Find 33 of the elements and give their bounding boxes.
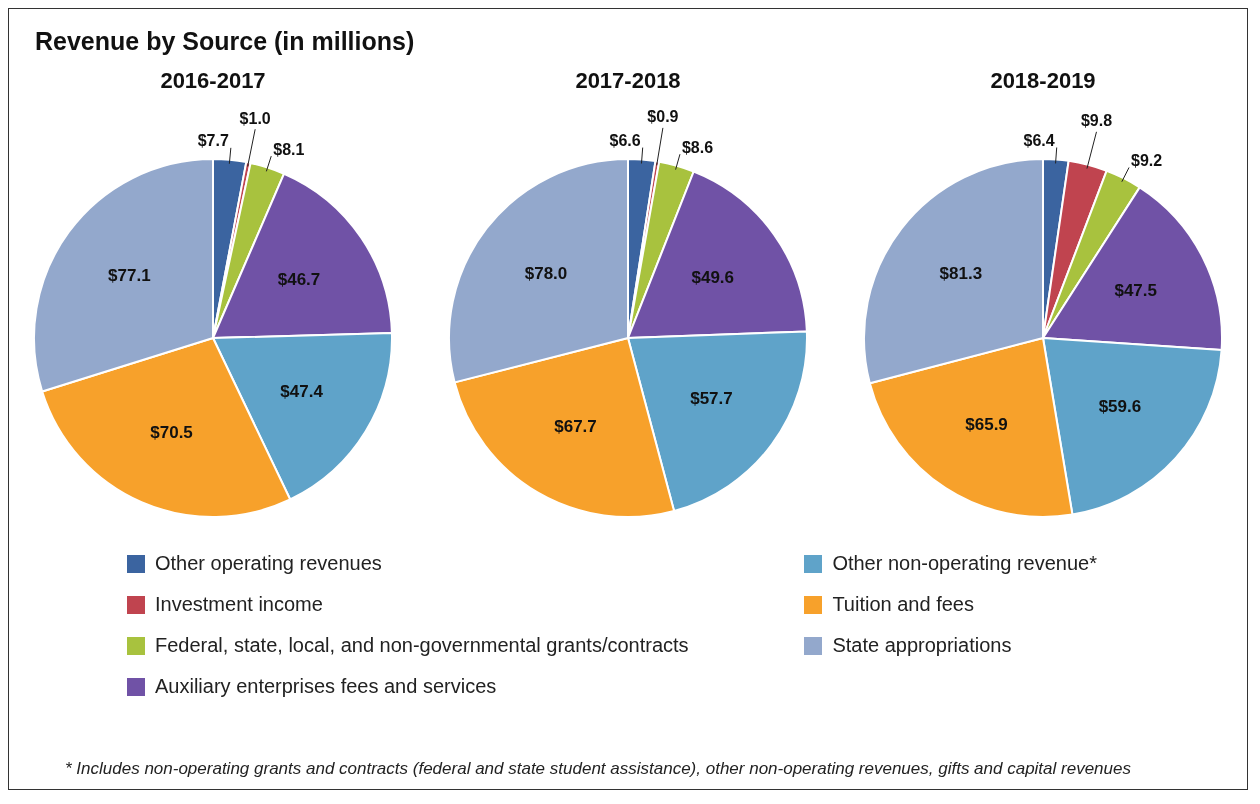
legend-label: Investment income bbox=[155, 593, 323, 616]
data-label: $78.0 bbox=[524, 264, 568, 284]
data-label: $6.6 bbox=[609, 131, 641, 149]
data-label: $8.1 bbox=[273, 140, 305, 158]
data-label: $7.7 bbox=[197, 132, 229, 150]
text: Revenue by Source (in millions) bbox=[35, 27, 416, 56]
data-label: $81.3 bbox=[939, 264, 983, 284]
data-label: $6.4 bbox=[1023, 131, 1055, 149]
data-label: $57.7 bbox=[690, 389, 733, 409]
data-label: $67.7 bbox=[554, 417, 597, 437]
data-label: $59.6 bbox=[1098, 397, 1142, 417]
legend-label: Tuition and fees bbox=[832, 593, 974, 616]
legend-label: State appropriations bbox=[832, 634, 1012, 657]
data-label: $8.6 bbox=[681, 138, 714, 156]
data-label: $70.5 bbox=[150, 422, 193, 442]
data-label: $1.0 bbox=[239, 109, 271, 127]
chart-title: 2016-2017 bbox=[159, 68, 267, 95]
data-label: $65.9 bbox=[965, 414, 1008, 434]
data-label: $9.2 bbox=[1131, 151, 1163, 169]
legend-label: Other operating revenues bbox=[155, 552, 382, 575]
legend-label: Auxiliary enterprises fees and services bbox=[155, 675, 497, 698]
legend-label: Other non-operating revenue* bbox=[832, 552, 1097, 575]
data-label: $77.1 bbox=[108, 266, 151, 286]
chart-title: 2017-2018 bbox=[574, 68, 682, 95]
data-label: $49.6 bbox=[691, 267, 735, 287]
data-label: $0.9 bbox=[647, 108, 679, 126]
text: * Includes non-operating grants and contracts (federal and state student assistance), other non-operating revenues, gifts and capital revenues bbox=[65, 759, 1131, 779]
legend-label: Federal, state, local, and non-governmental grants/contracts bbox=[155, 634, 689, 657]
chart-title: 2018-2019 bbox=[989, 68, 1097, 95]
data-label: $46.7 bbox=[277, 269, 321, 289]
data-label: $9.8 bbox=[1080, 112, 1113, 130]
data-label: $47.5 bbox=[1114, 280, 1157, 300]
data-label: $47.4 bbox=[280, 381, 324, 401]
